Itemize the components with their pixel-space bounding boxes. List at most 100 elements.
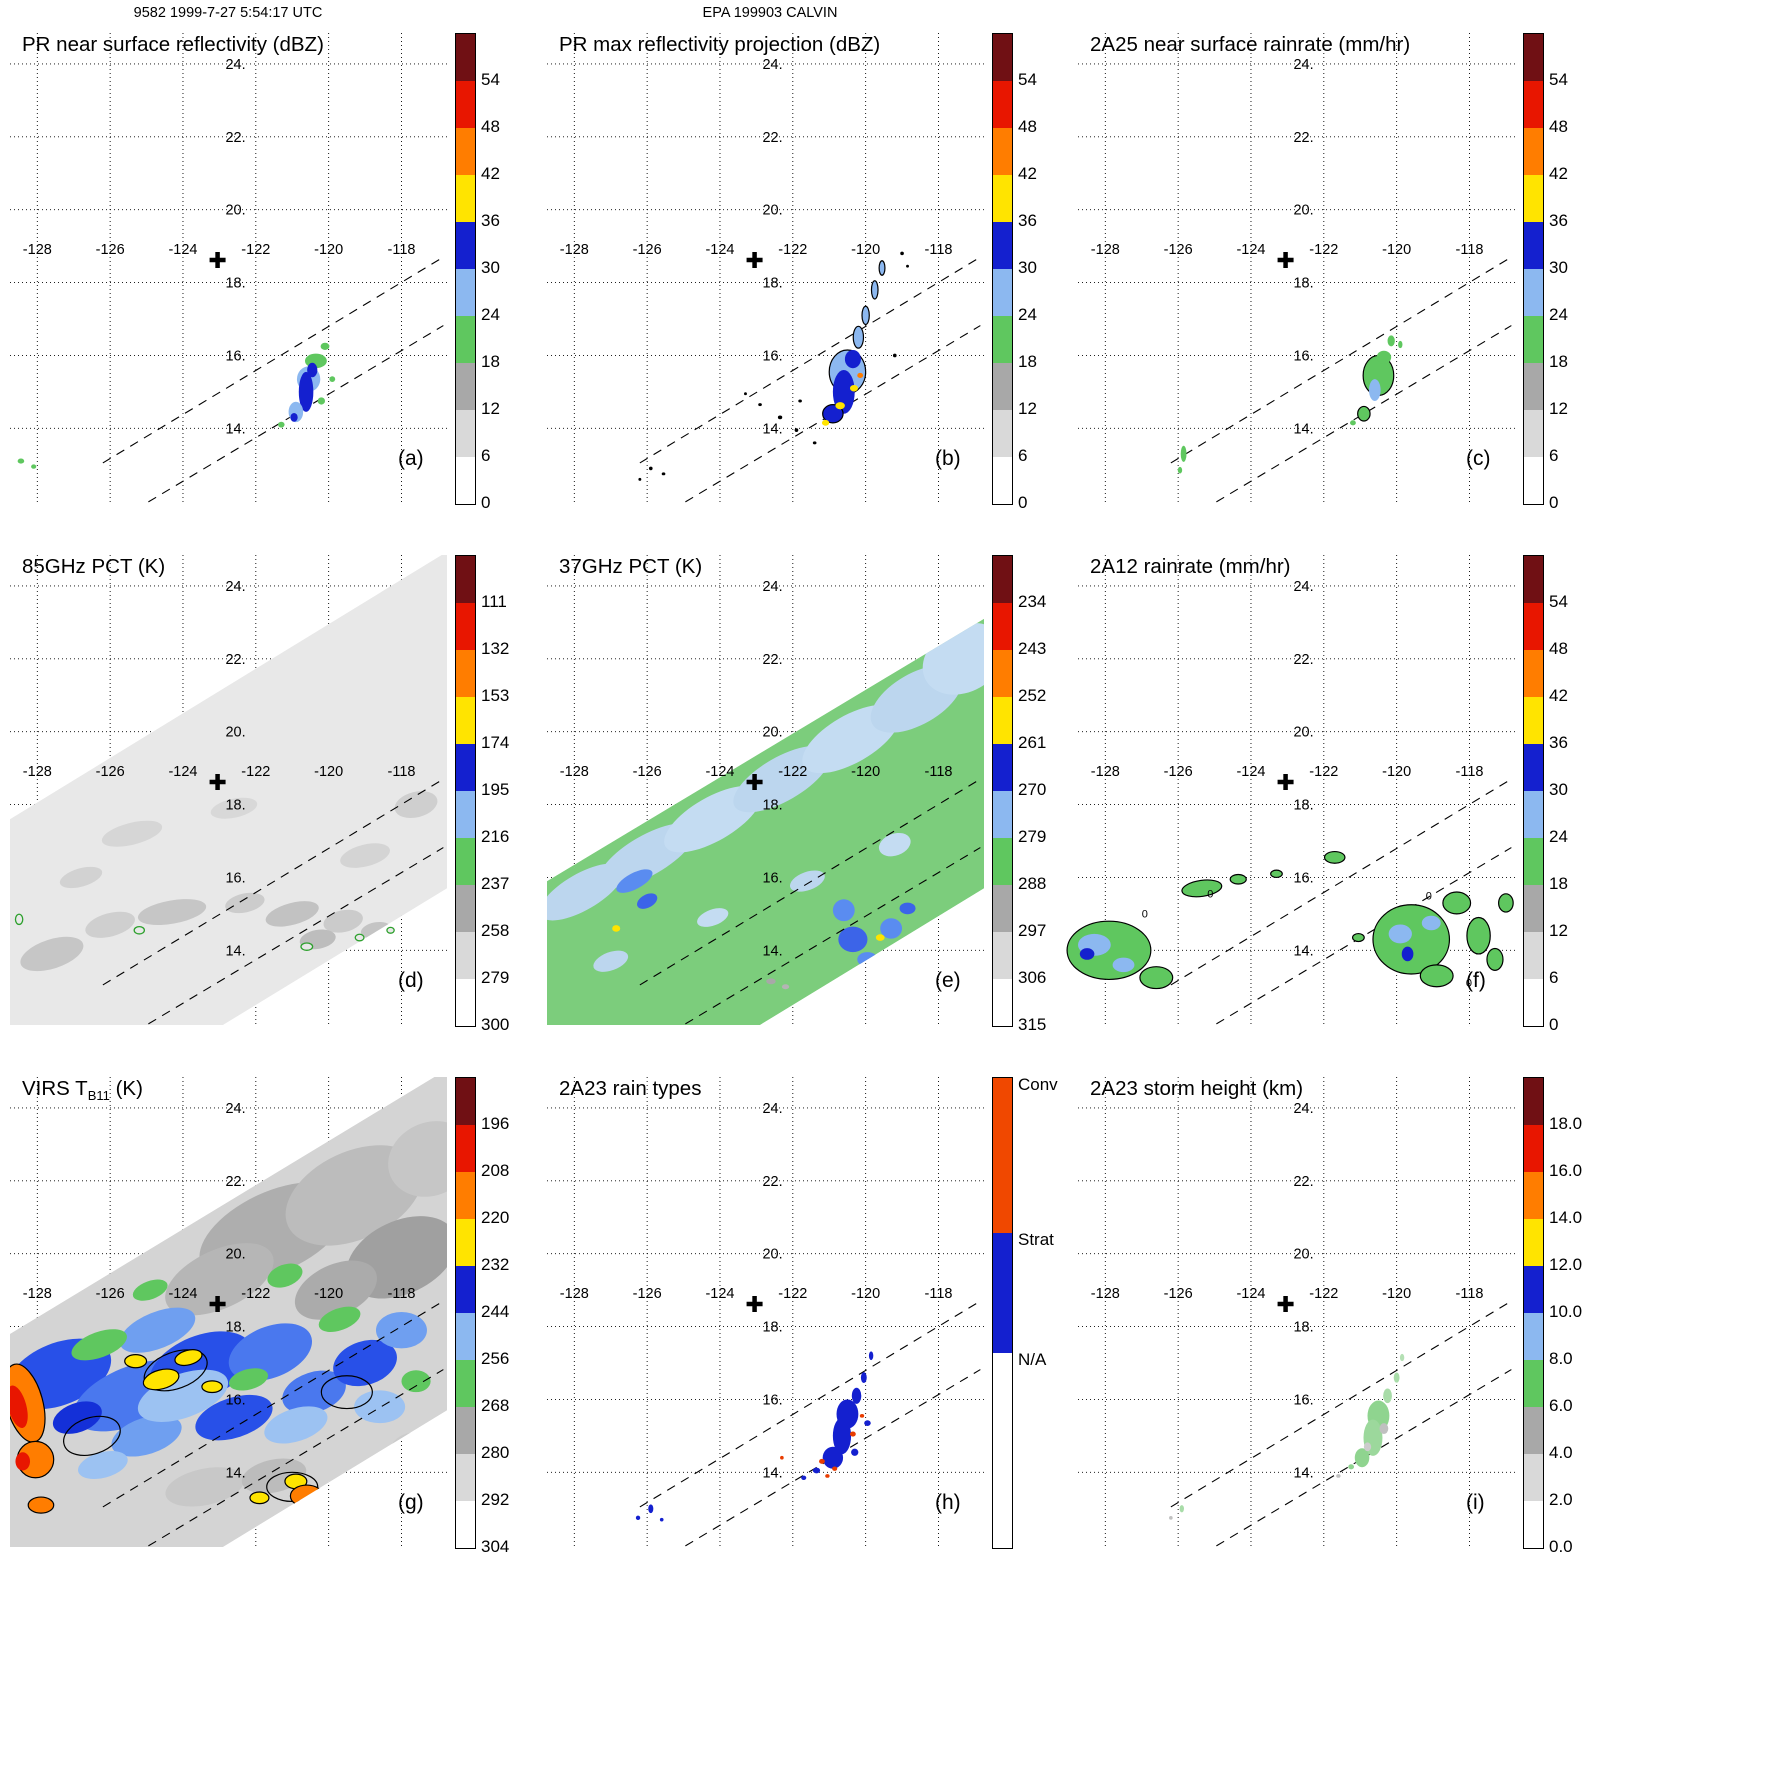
colorbar-label: 48 bbox=[1018, 117, 1037, 136]
panel-i: 2A23 storm height (km) -128 -126 -124 -122 -1… bbox=[1068, 1044, 1605, 1566]
colorbar-label: 256 bbox=[481, 1349, 510, 1368]
colorbar-h bbox=[992, 1077, 1013, 1549]
lat-label: 14. bbox=[762, 1465, 782, 1481]
colorbar-label: 30 bbox=[1549, 258, 1568, 277]
colorbar-label: 0 bbox=[1549, 1015, 1559, 1034]
map-g: -128 -126 -124 -122 -120 -118 14. 16. 18. 20. 22. 2… bbox=[10, 1077, 447, 1547]
lat-label: 14. bbox=[225, 943, 245, 959]
lat-label: 18. bbox=[762, 798, 782, 814]
lon-label: -120 bbox=[1382, 1286, 1411, 1302]
colorbar-i bbox=[1523, 1077, 1544, 1549]
storm-center-marker bbox=[209, 773, 226, 790]
storm-center-marker bbox=[209, 251, 226, 268]
gridlines bbox=[10, 33, 447, 503]
colorbar-segment bbox=[456, 410, 475, 457]
colorbar-segment bbox=[456, 603, 475, 650]
panel-letter-a: (a) bbox=[398, 447, 424, 470]
lat-label: 22. bbox=[762, 130, 782, 146]
lat-label: 24. bbox=[1293, 579, 1313, 595]
colorbar-label: 252 bbox=[1018, 686, 1047, 705]
swath-edge-lines bbox=[102, 778, 444, 1025]
colorbar-segment bbox=[456, 932, 475, 979]
lat-label: 24. bbox=[762, 1101, 782, 1117]
lon-label: -128 bbox=[23, 242, 52, 258]
lat-label: 14. bbox=[1293, 1465, 1313, 1481]
lon-label: -120 bbox=[851, 764, 880, 780]
data-features bbox=[635, 1351, 874, 1522]
grid-labels: -128 -126 -124 -122 -120 -118 14. 16. 18. 20. 22. 2… bbox=[560, 579, 953, 959]
colorbar-segment bbox=[456, 457, 475, 504]
colorbar-d bbox=[455, 555, 476, 1027]
colorbar-label: 48 bbox=[481, 117, 500, 136]
colorbar-segment bbox=[1524, 128, 1543, 175]
colorbar-label: 304 bbox=[481, 1537, 510, 1556]
lat-label: 22. bbox=[225, 130, 245, 146]
lat-label: 20. bbox=[225, 725, 245, 741]
colorbar-segment bbox=[1524, 1407, 1543, 1454]
colorbar-segment bbox=[993, 1078, 1012, 1234]
lat-label: 24. bbox=[225, 1101, 245, 1117]
lat-label: 16. bbox=[225, 348, 245, 364]
colorbar-label: 54 bbox=[1549, 70, 1568, 89]
lon-label: -120 bbox=[314, 764, 343, 780]
panel-title-g: VIRS TB11 (K) bbox=[22, 1077, 143, 1104]
lat-label: 22. bbox=[225, 1174, 245, 1190]
storm-center-marker bbox=[1277, 251, 1294, 268]
data-features bbox=[1177, 335, 1403, 474]
colorbar-segment bbox=[456, 650, 475, 697]
colorbar-b bbox=[992, 33, 1013, 505]
data-features bbox=[638, 251, 909, 481]
colorbar-segment bbox=[993, 222, 1012, 269]
lat-label: 24. bbox=[1293, 57, 1313, 73]
lon-label: -122 bbox=[241, 242, 270, 258]
colorbar-label: 232 bbox=[481, 1255, 510, 1274]
lat-label: 16. bbox=[225, 870, 245, 886]
panel-title-h: 2A23 rain types bbox=[559, 1077, 702, 1100]
gridlines bbox=[547, 1077, 984, 1547]
colorbar-segment bbox=[1524, 81, 1543, 128]
colorbar-segment bbox=[1524, 603, 1543, 650]
map-d: -128 -126 -124 -122 -120 -118 14. 16. 18. 20. 22. 2… bbox=[10, 555, 447, 1025]
data-features bbox=[17, 342, 336, 469]
colorbar-segment bbox=[1524, 34, 1543, 81]
colorbar-label: 279 bbox=[1018, 827, 1047, 846]
colorbar-label: 12.0 bbox=[1549, 1255, 1583, 1274]
colorbar-label: 16.0 bbox=[1549, 1161, 1583, 1180]
lon-label: -120 bbox=[851, 1286, 880, 1302]
colorbar-segment bbox=[1524, 979, 1543, 1026]
colorbar-label: 12 bbox=[481, 399, 500, 418]
lat-label: 16. bbox=[225, 1392, 245, 1408]
colorbar-segment bbox=[1524, 457, 1543, 504]
lon-label: -122 bbox=[1309, 764, 1338, 780]
panel-letter-c: (c) bbox=[1466, 447, 1491, 470]
colorbar-label: 288 bbox=[1018, 874, 1047, 893]
colorbar-label: 18 bbox=[1018, 352, 1037, 371]
lat-label: 24. bbox=[225, 579, 245, 595]
lon-label: -128 bbox=[560, 764, 589, 780]
map-i: -128 -126 -124 -122 -120 -118 14. 16. 18. 20. 22. 2… bbox=[1078, 1077, 1515, 1547]
colorbar-segment bbox=[1524, 1454, 1543, 1501]
colorbar-label: 300 bbox=[481, 1015, 510, 1034]
lon-label: -126 bbox=[96, 242, 125, 258]
colorbar-segment bbox=[456, 1172, 475, 1219]
colorbar-segment bbox=[1524, 363, 1543, 410]
colorbar-segment bbox=[1524, 1266, 1543, 1313]
colorbar-f bbox=[1523, 555, 1544, 1027]
colorbar-label: 18 bbox=[1549, 352, 1568, 371]
colorbar-segment bbox=[993, 34, 1012, 81]
lon-label: -120 bbox=[1382, 764, 1411, 780]
lat-label: 22. bbox=[1293, 652, 1313, 668]
lon-label: -126 bbox=[96, 1286, 125, 1302]
map-h: -128 -126 -124 -122 -120 -118 14. 16. 18. 20. 22. 2… bbox=[547, 1077, 984, 1547]
colorbar-label: 6 bbox=[1549, 446, 1559, 465]
swath-field bbox=[547, 618, 984, 1025]
lon-label: -122 bbox=[778, 242, 807, 258]
colorbar-label: 36 bbox=[1549, 211, 1568, 230]
colorbar-label: 292 bbox=[481, 1490, 510, 1509]
colorbar-segment bbox=[456, 744, 475, 791]
colorbar-e bbox=[992, 555, 1013, 1027]
colorbar-label: 6 bbox=[481, 446, 491, 465]
lat-label: 18. bbox=[225, 1320, 245, 1336]
lat-label: 16. bbox=[1293, 348, 1313, 364]
colorbar-segment bbox=[456, 979, 475, 1026]
